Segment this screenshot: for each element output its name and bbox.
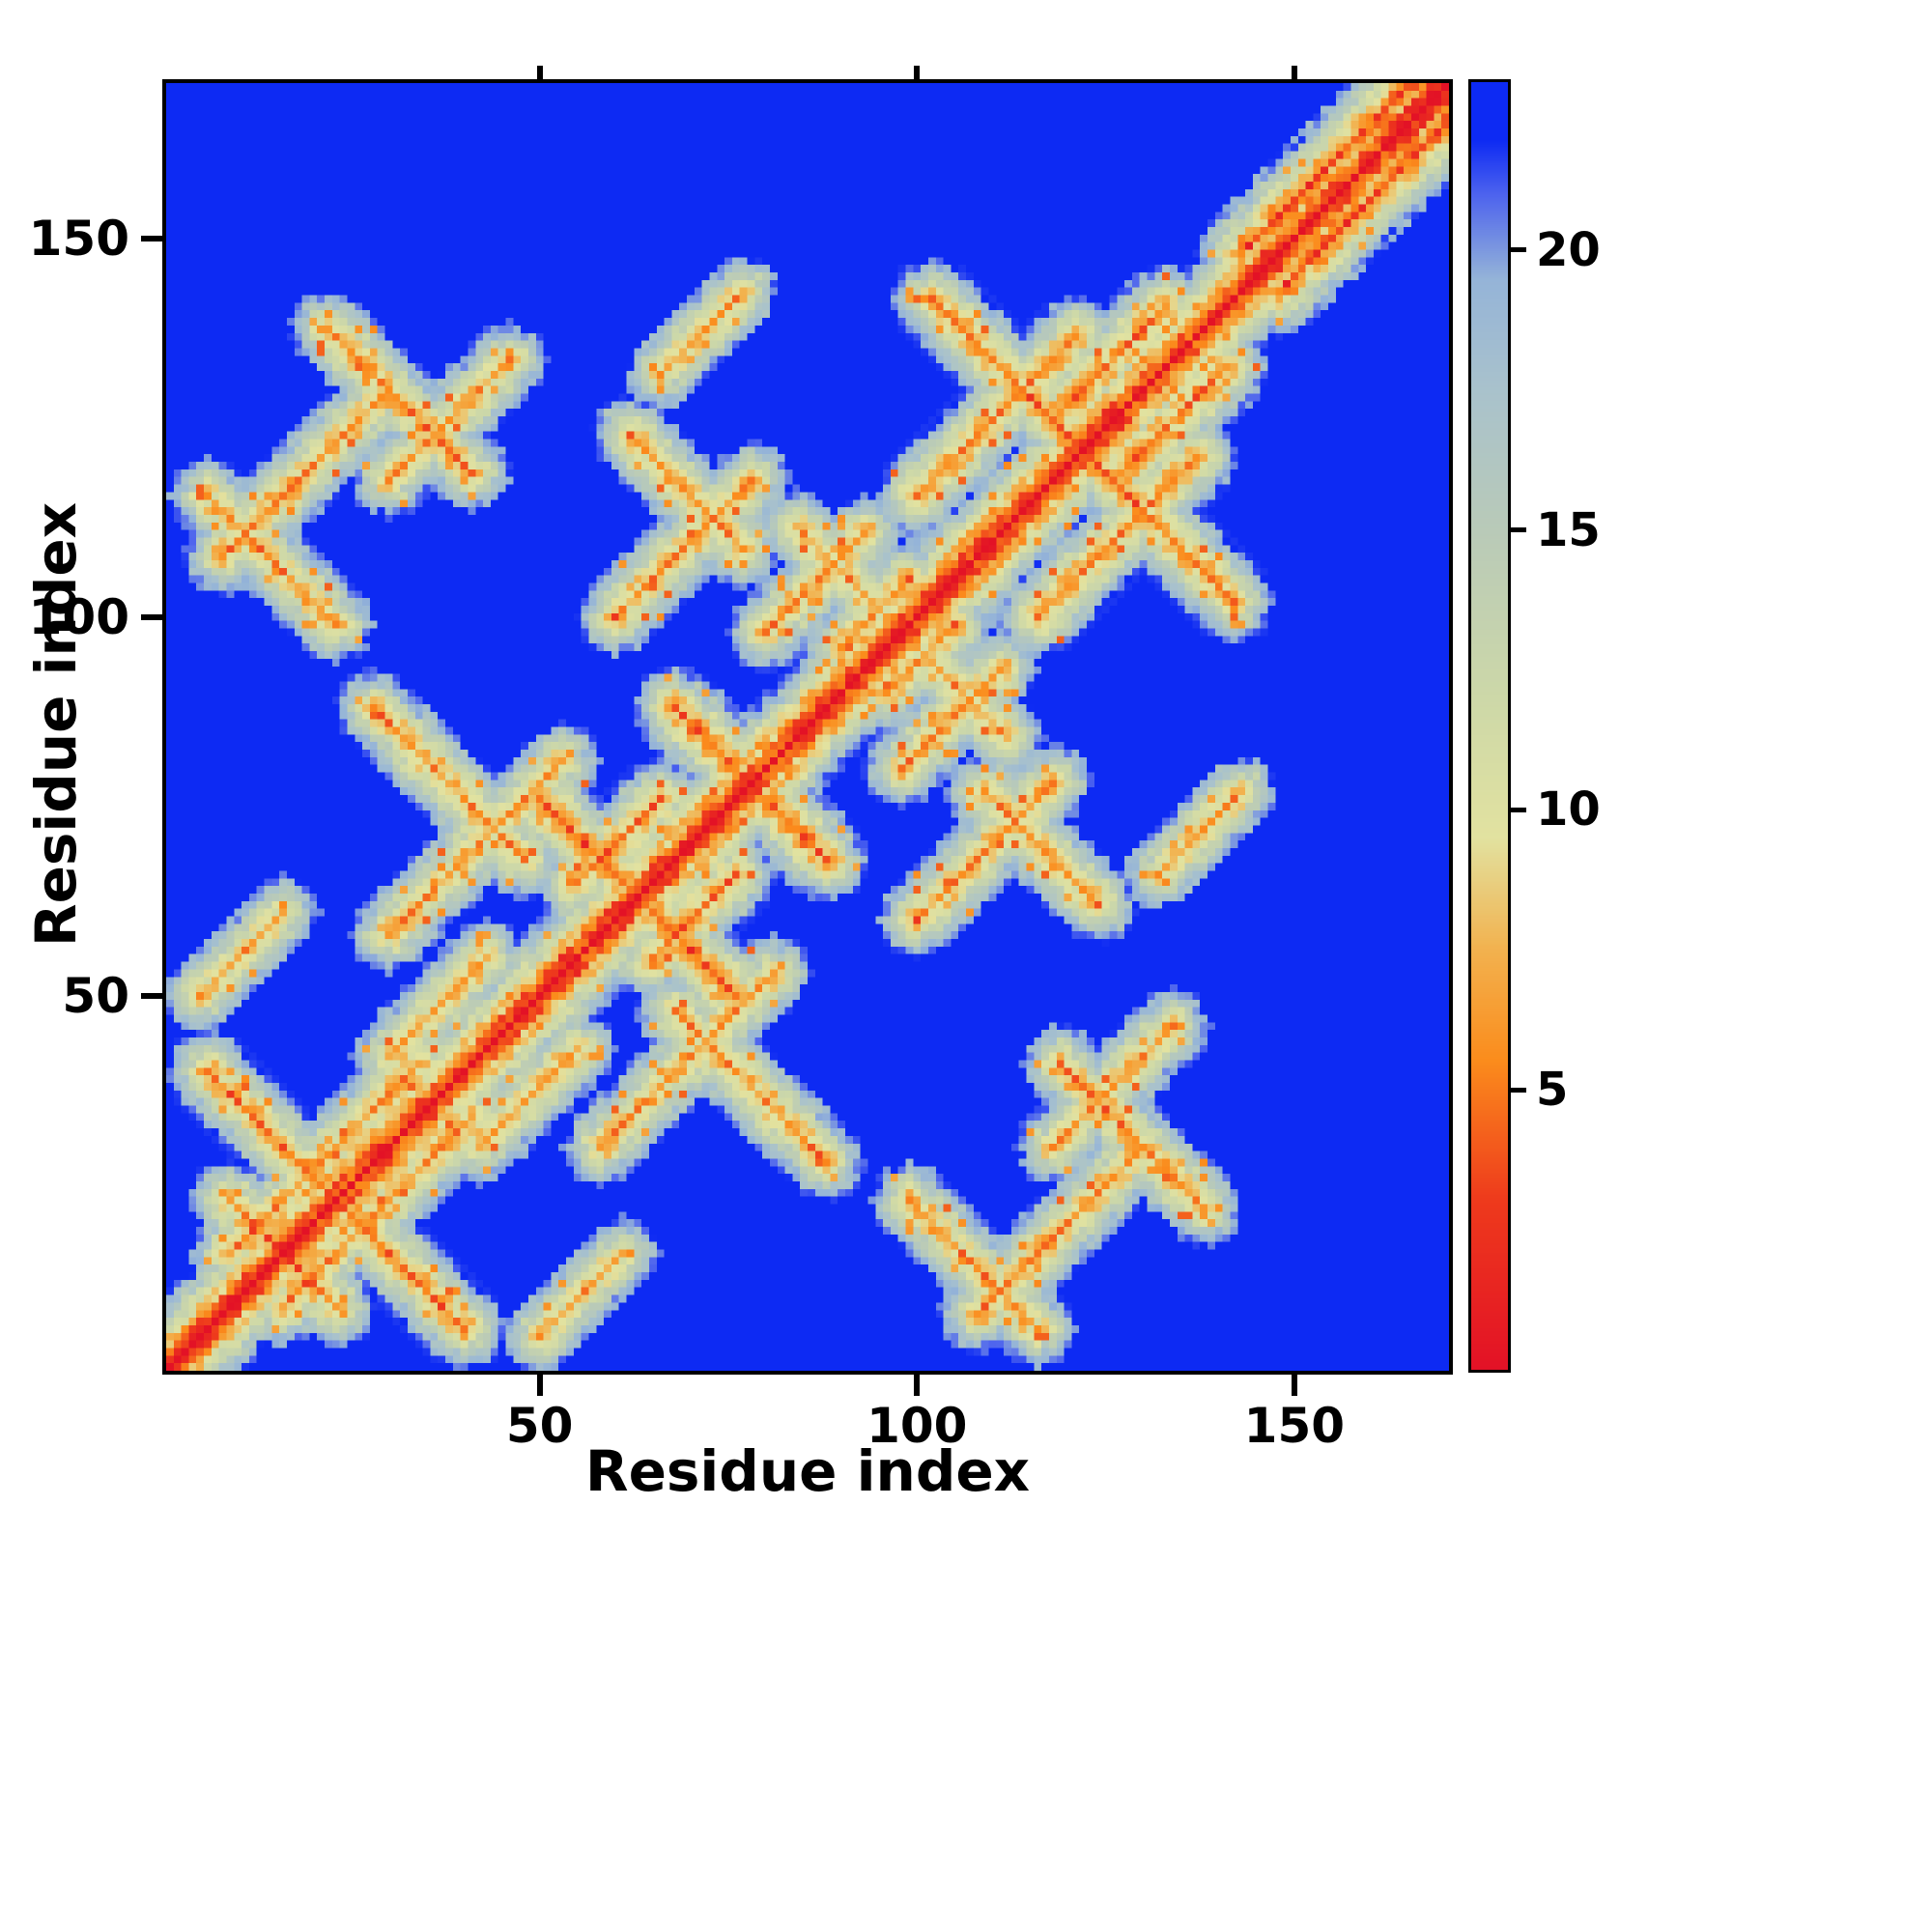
- heatmap-canvas: [166, 83, 1449, 1371]
- colorbar-tick: [1511, 1087, 1526, 1093]
- colorbar-tick-label: 15: [1536, 502, 1601, 557]
- x-axis-tick: [914, 1375, 921, 1396]
- y-axis-tick: [141, 235, 162, 242]
- colorbar-canvas: [1471, 82, 1508, 1370]
- x-axis-label: Residue index: [584, 1438, 1031, 1504]
- plot-area: [162, 79, 1453, 1375]
- x-tick-label: 50: [505, 1398, 574, 1454]
- y-tick-label: 100: [28, 588, 129, 645]
- y-axis-tick: [141, 613, 162, 620]
- y-tick-label: 150: [28, 210, 129, 267]
- colorbar-tick-label: 10: [1536, 782, 1601, 838]
- x-axis-top-tick: [914, 66, 921, 79]
- colorbar-tick: [1511, 247, 1526, 253]
- x-axis-tick: [536, 1375, 543, 1396]
- colorbar-tick-label: 5: [1536, 1063, 1569, 1118]
- x-axis-top-tick: [1291, 66, 1297, 79]
- colorbar-tick: [1511, 807, 1526, 812]
- colorbar: [1468, 79, 1511, 1373]
- x-axis-top-tick: [536, 66, 543, 79]
- colorbar-tick-label: 20: [1536, 222, 1601, 277]
- y-axis-tick: [141, 992, 162, 999]
- x-tick-label: 150: [1243, 1398, 1346, 1454]
- x-axis-tick: [1291, 1375, 1297, 1396]
- x-tick-label: 100: [867, 1398, 968, 1454]
- y-axis-label: Residue index: [23, 501, 89, 948]
- colorbar-tick: [1511, 527, 1526, 533]
- y-tick-label: 50: [62, 967, 129, 1024]
